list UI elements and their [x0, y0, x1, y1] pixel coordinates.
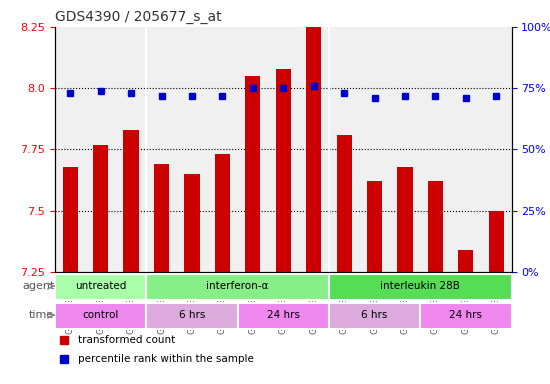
Bar: [428, 181, 443, 272]
Bar: [458, 250, 474, 272]
Text: 24 hrs: 24 hrs: [449, 310, 482, 320]
Bar: [93, 145, 108, 272]
Text: agent: agent: [22, 281, 54, 291]
Text: transformed count: transformed count: [78, 335, 175, 345]
FancyBboxPatch shape: [329, 273, 512, 300]
Text: interferon-α: interferon-α: [206, 281, 269, 291]
Text: untreated: untreated: [75, 281, 127, 291]
Text: 24 hrs: 24 hrs: [267, 310, 300, 320]
Bar: [63, 167, 78, 272]
Bar: [245, 76, 261, 272]
FancyBboxPatch shape: [329, 303, 420, 329]
Text: 6 hrs: 6 hrs: [361, 310, 388, 320]
Text: time: time: [29, 310, 54, 320]
Bar: [306, 20, 321, 272]
Bar: [397, 167, 412, 272]
FancyBboxPatch shape: [55, 273, 146, 300]
Bar: [276, 69, 291, 272]
Bar: [337, 135, 352, 272]
Bar: [184, 174, 200, 272]
Text: GDS4390 / 205677_s_at: GDS4390 / 205677_s_at: [55, 10, 222, 25]
Text: control: control: [82, 310, 119, 320]
FancyBboxPatch shape: [146, 273, 329, 300]
Bar: [123, 130, 139, 272]
Text: 6 hrs: 6 hrs: [179, 310, 205, 320]
FancyBboxPatch shape: [238, 303, 329, 329]
Bar: [488, 211, 504, 272]
Bar: [367, 181, 382, 272]
Bar: [214, 154, 230, 272]
Text: interleukin 28B: interleukin 28B: [380, 281, 460, 291]
FancyBboxPatch shape: [55, 303, 146, 329]
FancyBboxPatch shape: [420, 303, 512, 329]
Text: percentile rank within the sample: percentile rank within the sample: [78, 354, 254, 364]
Bar: [154, 164, 169, 272]
FancyBboxPatch shape: [146, 303, 238, 329]
